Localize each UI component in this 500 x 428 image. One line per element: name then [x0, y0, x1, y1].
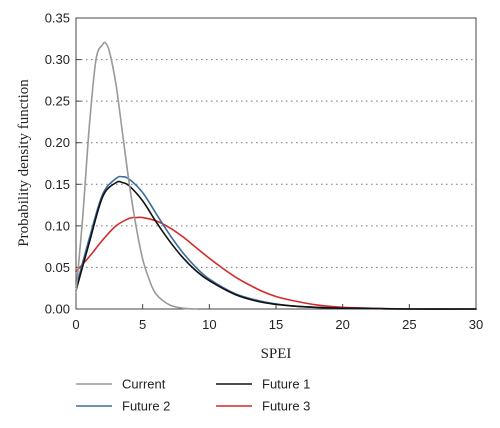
y-tick-label: 0.10 — [45, 218, 70, 233]
series-line-current — [75, 41, 197, 310]
x-tick-label: 0 — [72, 317, 79, 332]
y-tick-label: 0.35 — [45, 11, 70, 26]
x-tick-label: 30 — [469, 317, 483, 332]
x-tick-label: 20 — [335, 317, 349, 332]
plot-frame — [75, 17, 477, 310]
series-line-future-1 — [75, 180, 477, 310]
y-tick-label: 0.05 — [45, 260, 70, 275]
x-tick-label: 25 — [402, 317, 416, 332]
x-axis-title: SPEI — [261, 346, 292, 362]
x-tick-label: 5 — [139, 317, 146, 332]
x-tick-label: 10 — [202, 317, 216, 332]
legend-label: Current — [122, 377, 166, 392]
grid-lines — [76, 59, 476, 268]
legend-label: Future 3 — [262, 399, 310, 414]
y-tick-label: 0.25 — [45, 94, 70, 109]
y-tick-label: 0.20 — [45, 135, 70, 150]
axis-ticks: 0.00 0.05 0.10 0.15 0.20 0.25 0.30 0.35 0 5 10 15 20… — [45, 11, 484, 333]
x-tick-label: 15 — [269, 317, 283, 332]
series-line-future-3 — [75, 216, 477, 310]
legend-label: Future 1 — [262, 377, 310, 392]
y-tick-label: 0.00 — [45, 302, 70, 317]
y-axis-title: Probability density function — [16, 79, 32, 247]
series-line-future-2 — [75, 175, 477, 310]
legend: Current Future 1 Future 2 Future 3 — [76, 377, 310, 414]
y-tick-label: 0.15 — [45, 177, 70, 192]
y-tick-label: 0.30 — [45, 52, 70, 67]
legend-label: Future 2 — [122, 399, 170, 414]
series-lines — [75, 41, 477, 310]
